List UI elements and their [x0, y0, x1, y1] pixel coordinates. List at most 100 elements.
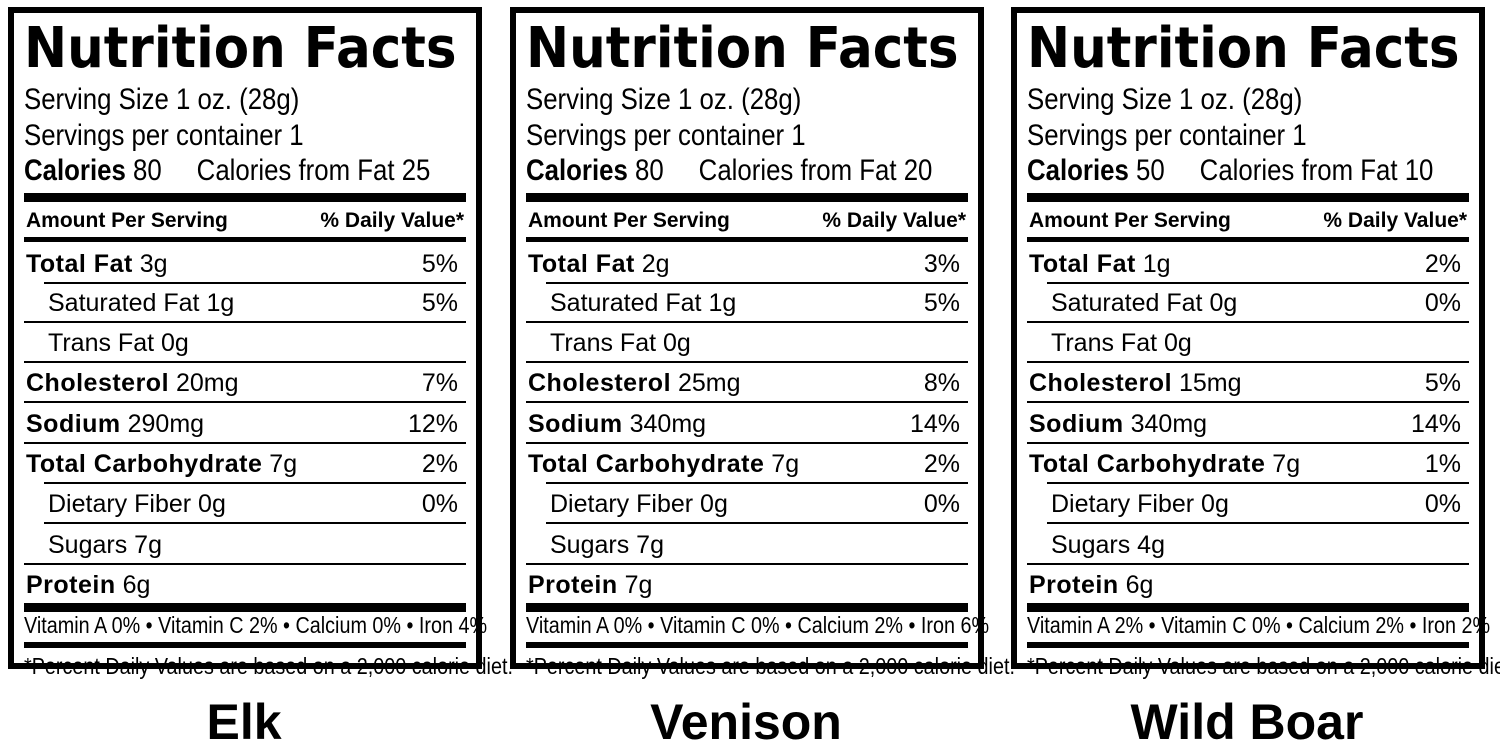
nutrient-name: Cholesterol 25mg — [528, 363, 741, 403]
nutrient-label: Dietary Fiber — [1051, 490, 1195, 518]
nutrient-name: Sugars 4g — [1051, 525, 1165, 565]
nutrient-amount: 0g — [663, 329, 691, 357]
nutrient-daily-value: 2% — [1424, 250, 1461, 278]
nutrient-name: Trans Fat 0g — [1051, 323, 1192, 363]
row-divider — [1027, 442, 1469, 444]
nutrient-name: Cholesterol 20mg — [26, 363, 239, 403]
nutrient-label: Cholesterol — [528, 369, 672, 397]
nutrition-label: Nutrition Facts Serving Size 1 oz. (28g)… — [8, 7, 513, 679]
nutrient-amount: 1g — [708, 289, 737, 317]
nutrient-daily-value: 2% — [421, 450, 458, 478]
row-divider — [44, 282, 466, 284]
nutrient-amount: 25mg — [677, 369, 741, 397]
row-divider — [526, 321, 968, 323]
thick-divider — [526, 193, 968, 202]
nutrient-row-sodium: Sodium 290mg 12% — [24, 404, 466, 444]
nutrition-label: Nutrition Facts Serving Size 1 oz. (28g)… — [510, 7, 1015, 679]
nutrient-daily-value: 1% — [1424, 450, 1461, 478]
footnote: *Percent Daily Values are based on a 2,0… — [526, 653, 1015, 679]
nutrient-label: Dietary Fiber — [550, 490, 694, 518]
nutrient-amount: 1g — [206, 289, 235, 317]
calories-value: 80 — [132, 154, 162, 187]
row-divider — [546, 282, 968, 284]
row-divider — [546, 522, 968, 524]
nutrition-label: Nutrition Facts Serving Size 1 oz. (28g)… — [1011, 7, 1500, 679]
nutrient-row-cholesterol: Cholesterol 25mg 8% — [526, 363, 968, 403]
vitamins-line: Vitamin A 2% • Vitamin C 0% • Calcium 2%… — [1027, 612, 1491, 638]
nutrient-daily-value: 14% — [909, 410, 960, 438]
nutrient-label: Sodium — [528, 410, 623, 438]
nutrient-row-total-carbohydrate: Total Carbohydrate 7g 2% — [24, 444, 466, 484]
row-divider — [1027, 401, 1469, 403]
amount-header: Amount Per Serving — [1029, 209, 1231, 232]
nutrient-label: Sugars — [550, 531, 630, 559]
nutrient-label: Saturated Fat — [48, 289, 200, 317]
nutrient-amount: 6g — [122, 571, 151, 599]
label-caption: Venison — [650, 694, 842, 750]
nutrient-name: Trans Fat 0g — [48, 323, 189, 363]
calories-line: Calories 50 Calories from Fat 10 — [1027, 154, 1500, 188]
nutrient-amount: 0g — [1209, 289, 1238, 317]
calories-value: 50 — [1135, 154, 1165, 187]
nutrient-daily-value: 5% — [923, 289, 960, 317]
nutrient-name: Dietary Fiber 0g — [48, 484, 226, 524]
nutrient-amount: 0g — [700, 490, 728, 518]
nutrient-daily-value: 12% — [407, 410, 458, 438]
thick-divider — [24, 193, 466, 202]
calories-line: Calories 80 Calories from Fat 25 — [24, 154, 497, 188]
nutrient-name: Total Carbohydrate 7g — [528, 444, 799, 484]
amount-header: Amount Per Serving — [528, 209, 730, 232]
nutrient-amount: 3g — [139, 250, 168, 278]
thick-divider — [24, 603, 466, 612]
nutrient-label: Cholesterol — [26, 369, 170, 397]
row-divider — [24, 361, 466, 363]
table-header: Amount Per Serving % Daily Value* — [24, 205, 466, 237]
nutrient-amount: 7g — [269, 450, 298, 478]
nutrient-daily-value: 5% — [421, 289, 458, 317]
dv-header: % Daily Value* — [320, 209, 464, 232]
calories-label: Calories — [1027, 154, 1129, 187]
nutrient-name: Protein 6g — [1029, 565, 1153, 605]
nutrient-label: Dietary Fiber — [48, 490, 192, 518]
nutrient-amount: 340mg — [1130, 410, 1208, 438]
label-title: Nutrition Facts — [24, 16, 457, 81]
nutrient-row-protein: Protein 7g — [526, 565, 968, 605]
nutrient-name: Total Fat 3g — [26, 244, 168, 284]
nutrient-name: Sugars 7g — [550, 525, 664, 565]
thick-divider — [526, 603, 968, 612]
nutrient-row-saturated-fat: Saturated Fat 1g 5% — [24, 283, 466, 323]
nutrient-name: Total Fat 2g — [528, 244, 670, 284]
row-divider — [526, 563, 968, 565]
nutrient-amount: 4g — [1137, 531, 1165, 559]
serving-size: Serving Size 1 oz. (28g) — [1027, 83, 1303, 116]
table-header: Amount Per Serving % Daily Value* — [1027, 205, 1469, 237]
servings-per-container: Servings per container 1 — [1027, 119, 1307, 152]
nutrient-row-dietary-fiber: Dietary Fiber 0g 0% — [1027, 484, 1469, 524]
calories-label: Calories — [24, 154, 126, 187]
nutrient-amount: 340mg — [629, 410, 707, 438]
nutrient-row-total-fat: Total Fat 1g 2% — [1027, 244, 1469, 284]
footnote: *Percent Daily Values are based on a 2,0… — [24, 653, 513, 679]
nutrient-row-total-fat: Total Fat 3g 5% — [24, 244, 466, 284]
thick-divider — [526, 642, 968, 648]
table-header: Amount Per Serving % Daily Value* — [526, 205, 968, 237]
serving-size: Serving Size 1 oz. (28g) — [24, 83, 300, 116]
nutrient-row-total-carbohydrate: Total Carbohydrate 7g 2% — [526, 444, 968, 484]
vitamins-line: Vitamin A 0% • Vitamin C 0% • Calcium 2%… — [526, 612, 990, 638]
nutrient-amount: 290mg — [127, 410, 205, 438]
nutrient-row-protein: Protein 6g — [1027, 565, 1469, 605]
nutrient-daily-value: 0% — [421, 490, 458, 518]
nutrient-amount: 0g — [198, 490, 226, 518]
nutrient-name: Trans Fat 0g — [550, 323, 691, 363]
nutrient-label: Sodium — [1029, 410, 1124, 438]
nutrient-name: Total Carbohydrate 7g — [1029, 444, 1300, 484]
nutrient-amount: 6g — [1125, 571, 1154, 599]
nutrient-row-cholesterol: Cholesterol 15mg 5% — [1027, 363, 1469, 403]
nutrient-name: Protein 6g — [26, 565, 150, 605]
nutrient-row-saturated-fat: Saturated Fat 0g 0% — [1027, 283, 1469, 323]
row-divider — [1047, 482, 1469, 484]
nutrient-row-sodium: Sodium 340mg 14% — [526, 404, 968, 444]
nutrient-amount: 15mg — [1178, 369, 1242, 397]
label-caption: Wild Boar — [1130, 694, 1364, 750]
nutrient-name: Dietary Fiber 0g — [1051, 484, 1229, 524]
